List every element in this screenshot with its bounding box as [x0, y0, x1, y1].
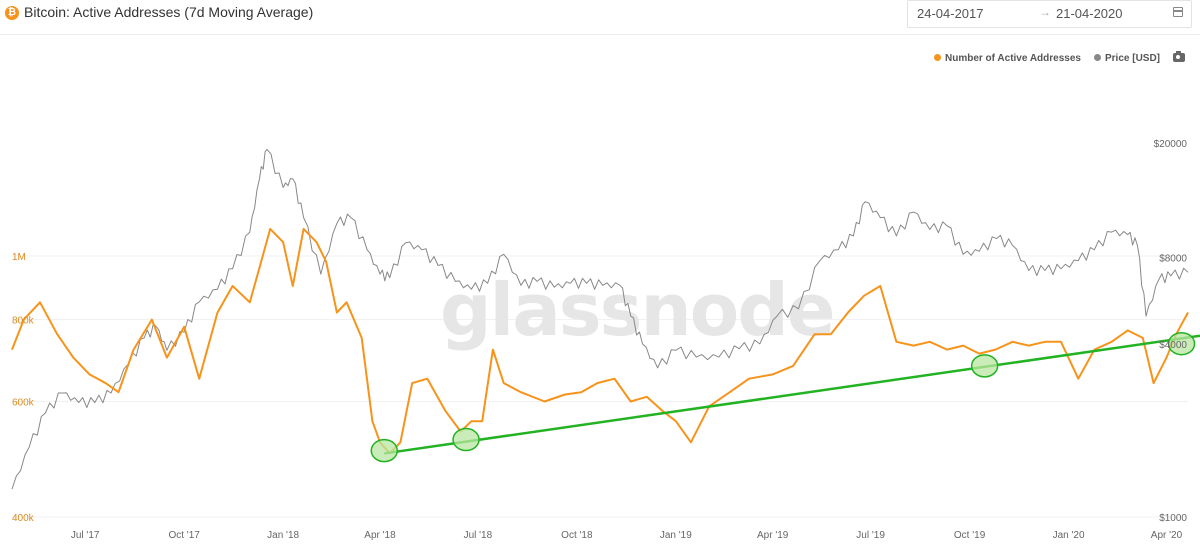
x-tick-label: Oct '19: [954, 530, 986, 541]
annotation-layer: [370, 331, 1200, 463]
grid-lines: [12, 255, 1188, 518]
x-tick-label: Apr '18: [364, 530, 396, 541]
x-tick-label: Jan '19: [660, 530, 692, 541]
highlight-circle: [1167, 331, 1196, 356]
series-layer: [11, 148, 1189, 490]
legend-label-price: Price [USD]: [1105, 53, 1161, 64]
x-tick-label: Jul '17: [71, 530, 100, 541]
legend-dot-grey: [1094, 53, 1101, 61]
x-tick-label: Oct '17: [168, 530, 200, 541]
chart-header: ₿ Bitcoin: Active Addresses (7d Moving A…: [0, 0, 1200, 35]
legend-label-active-addresses: Number of Active Addresses: [945, 53, 1081, 64]
axis-labels: 400k 600k 800k 1M $1000 $4000 $8000 $20000 Jul '…: [12, 139, 1187, 541]
x-tick-label: Jan '18: [267, 530, 299, 541]
legend-item-price[interactable]: Price [USD]: [1094, 53, 1160, 64]
x-tick-label: Oct '18: [561, 530, 593, 541]
highlight-circle: [452, 427, 480, 452]
camera-icon[interactable]: [1173, 51, 1185, 62]
date-range-picker[interactable]: 24-04-2017 → 21-04-2020: [907, 0, 1192, 28]
legend-item-active-addresses[interactable]: Number of Active Addresses: [934, 53, 1081, 64]
highlight-circle: [970, 354, 999, 378]
calendar-icon[interactable]: [1173, 7, 1183, 17]
legend-dot-orange: [934, 53, 941, 61]
y-left-tick-label: 400k: [12, 513, 35, 524]
y-right-tick-label: $20000: [1154, 139, 1188, 150]
watermark: glassnode: [440, 268, 834, 352]
y-right-tick-label: $1000: [1159, 513, 1187, 524]
highlight-circle: [370, 438, 399, 463]
x-tick-label: Jan '20: [1053, 530, 1085, 541]
y-right-tick-label: $8000: [1159, 253, 1187, 264]
x-tick-label: Jul '18: [464, 530, 493, 541]
x-tick-label: Jul '19: [856, 530, 885, 541]
x-tick-label: Apr '19: [757, 530, 789, 541]
chart-title: Bitcoin: Active Addresses (7d Moving Ave…: [24, 4, 314, 20]
y-left-tick-label: 600k: [12, 398, 35, 409]
bitcoin-icon: ₿: [5, 6, 19, 20]
x-tick-label: Apr '20: [1151, 530, 1183, 541]
arrow-right-icon: →: [1039, 5, 1051, 19]
active-addresses-series-line: [11, 227, 1189, 455]
price-series-line: [11, 148, 1189, 490]
y-right-tick-label: $4000: [1159, 340, 1187, 351]
y-left-tick-label: 1M: [12, 252, 26, 263]
date-from-value[interactable]: 24-04-2017: [917, 6, 984, 21]
date-to-value[interactable]: 21-04-2020: [1056, 6, 1123, 21]
support-trendline: [384, 334, 1200, 455]
y-left-tick-label: 800k: [12, 316, 35, 327]
